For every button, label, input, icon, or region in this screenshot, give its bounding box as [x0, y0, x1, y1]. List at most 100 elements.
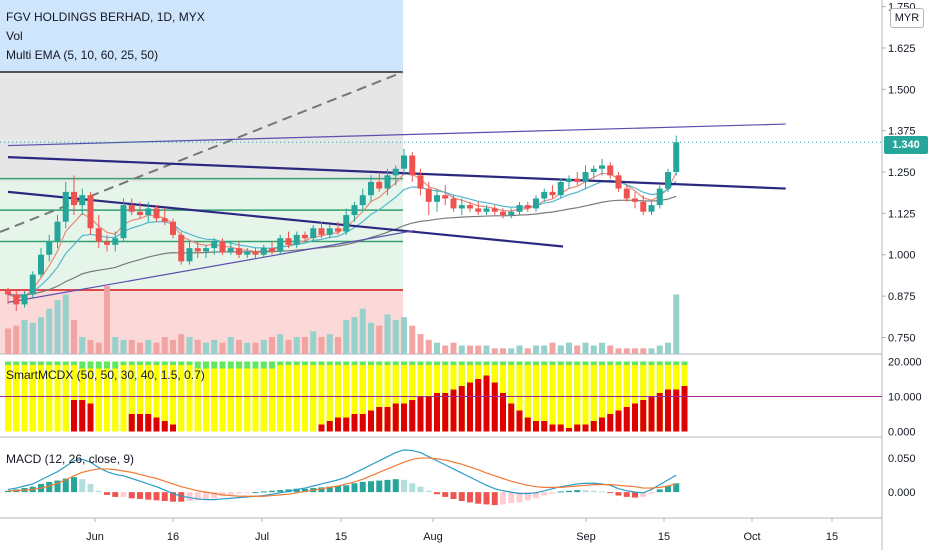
smart-yellow-bar [566, 365, 572, 432]
smart-yellow-bar [71, 365, 77, 432]
candle-body [599, 165, 605, 169]
candle-body [310, 228, 317, 239]
candle-body [632, 198, 638, 202]
macd-histogram-bar [5, 490, 11, 493]
volume-bar [640, 348, 647, 354]
smart-red-bar [516, 410, 523, 432]
smart-red-bar [566, 428, 572, 432]
macd-histogram-bar [79, 479, 86, 493]
smart-red-bar [368, 410, 374, 432]
volume-bar [623, 348, 630, 354]
candle-body [516, 205, 523, 212]
main-legend: FGV HOLDINGS BERHAD, 1D, MYX Vol Multi E… [6, 8, 205, 65]
price-tick-label: 0.875 [888, 291, 916, 303]
volume-bar [508, 348, 515, 354]
volume-bar [194, 339, 201, 354]
volume-bar [524, 348, 531, 354]
macd-histogram-bar [434, 492, 440, 495]
candle-body [359, 195, 366, 206]
macd-histogram-bar [409, 483, 416, 493]
candle-body [145, 208, 152, 216]
smart-tick-label: 10.000 [888, 392, 922, 404]
smart-yellow-bar [574, 365, 581, 432]
time-tick-label: Jul [255, 531, 269, 543]
macd-histogram-bar [335, 486, 341, 493]
last-price-label: 1.340 [884, 136, 928, 154]
macd-histogram-bar [95, 490, 102, 493]
macd-tick-label: 0.050 [888, 453, 916, 465]
trendline[interactable] [7, 190, 564, 248]
smart-red-bar [434, 393, 440, 432]
smart-red-bar [607, 414, 614, 432]
smart-yellow-bar [640, 365, 647, 432]
trendline[interactable] [7, 123, 786, 147]
candle-body [38, 254, 44, 275]
smart-red-bar [582, 424, 589, 432]
volume-bar [62, 294, 69, 354]
smart-red-bar [359, 414, 366, 432]
smart-yellow-bar [194, 368, 201, 432]
volume-bar [590, 345, 597, 354]
smart-yellow-bar [384, 365, 391, 432]
macd-histogram-bar [46, 481, 53, 493]
smart-yellow-bar [623, 365, 630, 432]
candle-body [269, 248, 275, 252]
macd-histogram-bar [656, 489, 663, 493]
volume-bar [161, 337, 168, 354]
price-tick-label: 1.625 [888, 43, 916, 55]
smart-red-bar [392, 403, 399, 432]
macd-histogram-bar [145, 492, 152, 500]
candle-body [21, 294, 28, 305]
candle-body [153, 208, 160, 219]
macd-histogram-bar [194, 492, 201, 501]
smart-red-bar [665, 389, 671, 432]
macd-histogram-bar [277, 490, 284, 493]
smart-yellow-bar [615, 365, 622, 432]
candle-body [95, 228, 102, 242]
price-tick-label: 1.500 [888, 84, 916, 96]
candle-body [483, 208, 490, 212]
volume-bar [95, 342, 102, 354]
time-tick-label: 15 [658, 531, 670, 543]
currency-button[interactable]: MYR [890, 8, 924, 28]
smart-red-bar [425, 396, 432, 432]
time-tick-label: Oct [743, 531, 760, 543]
volume-bar [359, 308, 366, 354]
volume-bar [112, 337, 119, 354]
smart-yellow-bar [549, 365, 556, 432]
smart-yellow-bar [13, 365, 20, 432]
candle-body [574, 178, 581, 182]
smart-yellow-bar [269, 368, 275, 432]
macd-histogram-bar [392, 479, 399, 493]
price-tick-label: 1.125 [888, 208, 916, 220]
volume-bar [417, 334, 424, 354]
macd-histogram-bar [87, 483, 94, 493]
volume-bar [392, 320, 399, 354]
smart-yellow-bar [112, 368, 119, 432]
volume-bar [46, 308, 53, 354]
time-tick-label: Aug [423, 531, 443, 543]
macd-histogram-bar [467, 492, 473, 503]
candle-body [384, 175, 391, 189]
candle-body [656, 188, 663, 206]
candle-body [417, 175, 424, 189]
trendline[interactable] [7, 230, 415, 303]
candle-body [46, 241, 53, 255]
smart-red-bar [71, 400, 77, 432]
smart-red-bar [467, 382, 473, 432]
smart-red-bar [483, 375, 490, 432]
volume-bar [137, 342, 143, 354]
macd-histogram-bar [574, 490, 581, 493]
macd-histogram-bar [178, 492, 185, 502]
smart-yellow-bar [211, 368, 218, 432]
time-tick-label: Sep [576, 531, 596, 543]
candle-body [112, 238, 119, 245]
volume-bar [541, 345, 548, 354]
volume-bar [574, 345, 581, 354]
macd-histogram-bar [120, 492, 127, 497]
macd-histogram-bar [186, 492, 193, 501]
macd-histogram-bar [673, 483, 680, 493]
candle-body [318, 228, 325, 235]
